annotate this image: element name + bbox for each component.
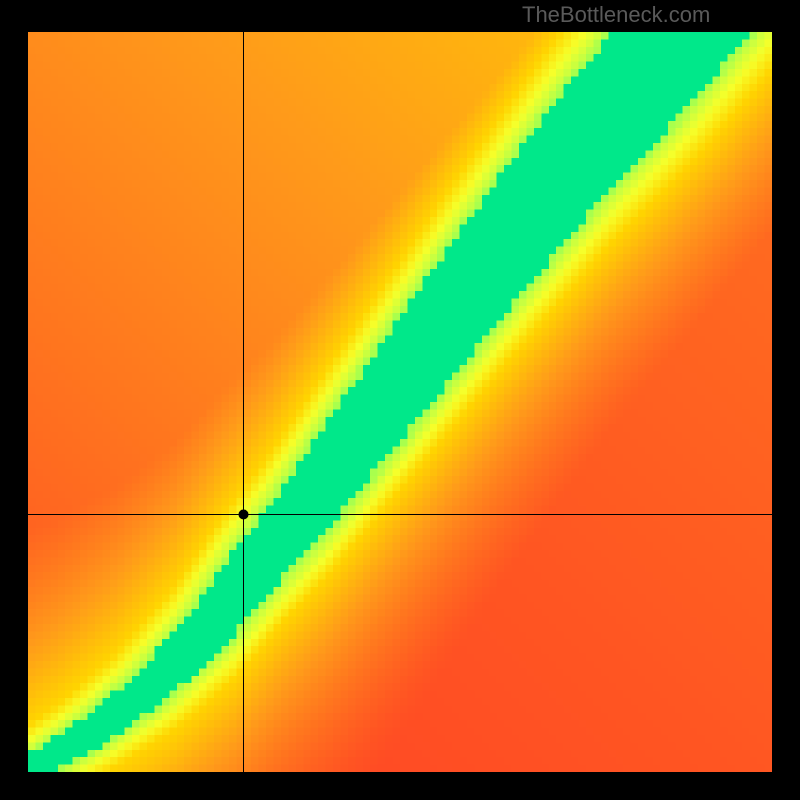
watermark-text: TheBottleneck.com [522, 2, 710, 28]
chart-container: { "watermark": { "text": "TheBottleneck.… [0, 0, 800, 800]
heatmap-plot [28, 32, 772, 772]
crosshair-overlay [28, 32, 772, 772]
